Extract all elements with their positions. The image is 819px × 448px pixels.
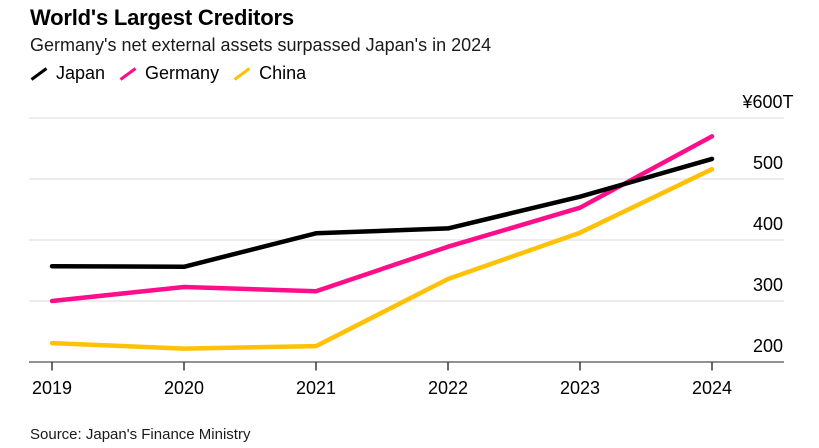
y-label-300: 300 [753,275,783,295]
x-label-2023: 2023 [560,378,600,398]
page-title: World's Largest Creditors [30,5,294,30]
legend-item-germany: Germany [119,63,219,84]
x-label-2024: 2024 [692,378,732,398]
x-label-2021: 2021 [296,378,336,398]
chart-subtitle: Germany's net external assets surpassed … [30,35,492,55]
x-label-2022: 2022 [428,378,468,398]
series-line-japan [49,156,715,270]
series-line-china [49,166,715,351]
legend-swatch-china-icon [233,66,251,81]
x-label-2020: 2020 [164,378,204,398]
y-label-200: 200 [753,336,783,356]
source-note: Source: Japan's Finance Ministry [30,426,251,443]
legend-swatch-japan-icon [30,66,48,81]
legend-item-japan: Japan [30,63,105,84]
legend-label-china: China [259,63,307,83]
y-label-400: 400 [753,214,783,234]
x-label-2019: 2019 [32,378,72,398]
legend-item-china: China [233,63,306,84]
legend-swatch-germany-icon [119,66,137,81]
legend-label-germany: Germany [145,63,220,83]
y-label-600: ¥600T [741,92,793,112]
series-line-germany [49,134,715,304]
legend-label-japan: Japan [56,63,106,83]
chart-legend: Japan Germany China [30,63,306,84]
y-label-500: 500 [753,153,783,173]
